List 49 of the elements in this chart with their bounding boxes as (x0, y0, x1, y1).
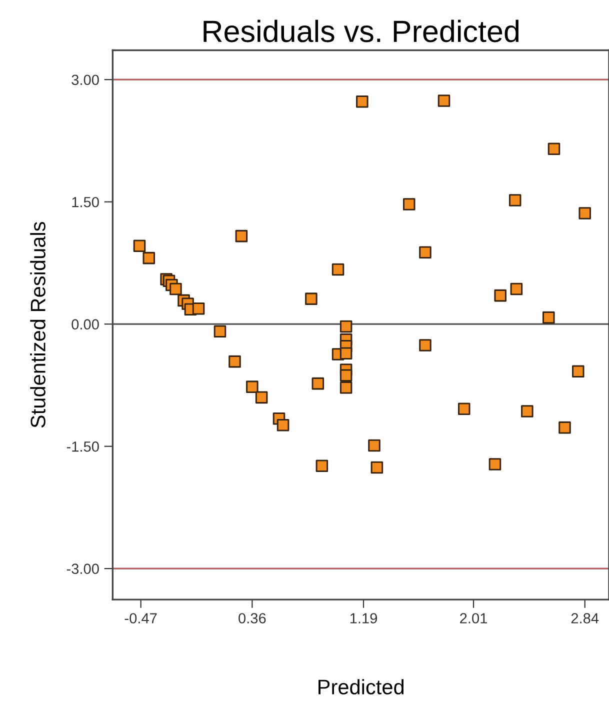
y-axis-title: Studentized Residuals (30, 222, 46, 428)
point (521, 405, 534, 418)
point (558, 421, 571, 434)
point (572, 365, 584, 378)
point (488, 458, 502, 470)
point (312, 377, 324, 390)
x-tick-label: 0.36 (238, 613, 266, 624)
point (419, 339, 432, 352)
chart-title: Residuals vs. Predicted (204, 20, 519, 42)
point (510, 282, 523, 296)
point (305, 292, 318, 305)
point (142, 252, 156, 264)
y-tick-label: -3.00 (66, 564, 99, 574)
y-tick-label: -1.50 (66, 441, 99, 452)
y-tick-label: 0.00 (72, 319, 99, 330)
x-tick-label: 2.84 (571, 613, 599, 624)
x-axis-title: Predicted (318, 679, 404, 694)
point (235, 230, 248, 242)
y-tick-label: 1.50 (72, 196, 99, 208)
point (578, 207, 591, 220)
x-tick-label: 2.01 (460, 613, 487, 624)
point (332, 263, 344, 276)
point (368, 439, 380, 452)
point (356, 95, 368, 108)
point (548, 142, 560, 156)
x-tick-label: 1.19 (350, 613, 378, 624)
x-tick-label: -0.47 (124, 613, 157, 624)
point (170, 282, 182, 296)
point (458, 402, 470, 415)
point (246, 380, 258, 393)
point (402, 198, 416, 210)
point (370, 461, 384, 474)
point (276, 418, 290, 432)
point (508, 194, 522, 206)
point (316, 460, 328, 472)
point (340, 347, 352, 360)
point (192, 302, 205, 315)
point (340, 369, 352, 382)
point (340, 320, 352, 333)
point (133, 240, 146, 252)
point (228, 355, 241, 368)
point (214, 325, 226, 338)
point (494, 289, 506, 302)
point (542, 311, 555, 324)
point (419, 246, 432, 259)
point (438, 94, 450, 107)
y-tick-label: 3.00 (72, 74, 99, 86)
point (340, 382, 352, 394)
point (255, 391, 268, 404)
